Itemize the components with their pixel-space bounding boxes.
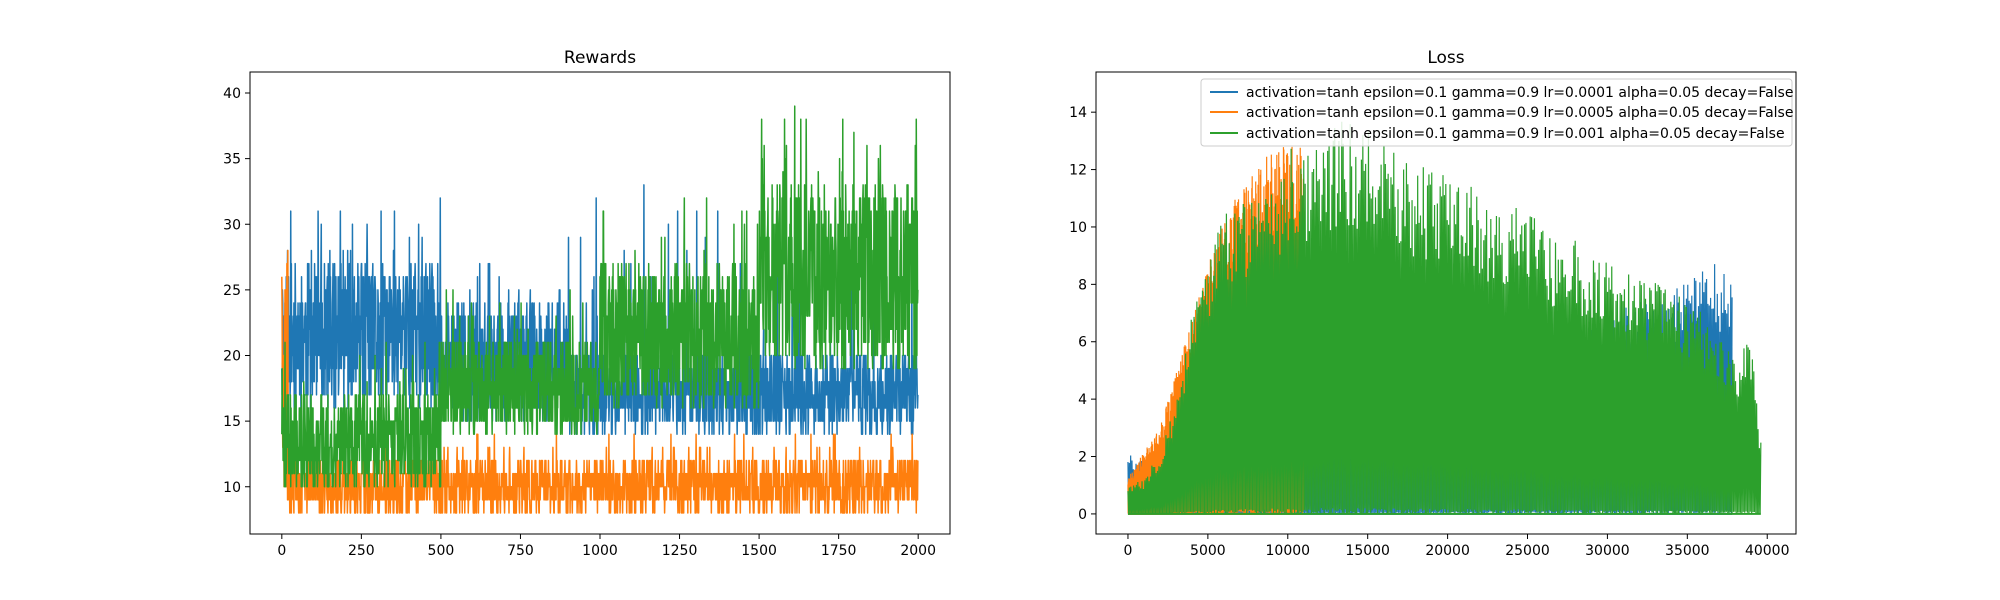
loss-y-tick-label: 0 bbox=[1078, 507, 1087, 523]
rewards-x-tick-label: 1750 bbox=[821, 543, 857, 559]
loss-ticks: 0 5000 10000 15000 20000 25000 30000 35000 40000… bbox=[1069, 105, 1789, 559]
loss-x-tick-label: 10000 bbox=[1266, 543, 1311, 559]
loss-x-tick-label: 40000 bbox=[1745, 543, 1790, 559]
rewards-chart-title: Rewards bbox=[564, 48, 636, 68]
loss-series-line-2 bbox=[1127, 121, 1762, 514]
loss-x-tick-label: 35000 bbox=[1665, 543, 1710, 559]
loss-x-tick-label: 30000 bbox=[1585, 543, 1630, 559]
loss-x-tick-label: 0 bbox=[1124, 543, 1133, 559]
rewards-x-tick-label: 1500 bbox=[741, 543, 777, 559]
loss-y-tick-label: 12 bbox=[1069, 163, 1087, 179]
legend-label-lr-0005: activation=tanh epsilon=0.1 gamma=0.9 lr… bbox=[1246, 105, 1793, 121]
loss-x-tick-label: 25000 bbox=[1505, 543, 1550, 559]
loss-x-tick-label: 15000 bbox=[1345, 543, 1390, 559]
rewards-x-tick-label: 2000 bbox=[900, 543, 936, 559]
rewards-y-tick-label: 25 bbox=[223, 283, 241, 299]
rewards-y-tick-label: 20 bbox=[223, 349, 241, 365]
loss-y-tick-label: 8 bbox=[1078, 277, 1087, 293]
loss-y-tick-label: 2 bbox=[1078, 450, 1087, 466]
loss-chart: Loss 0 5000 10000 15000 20000 25000 30000 35000… bbox=[1069, 48, 1797, 559]
loss-x-tick-label: 20000 bbox=[1425, 543, 1470, 559]
rewards-chart: Rewards 0 250 500 750 1000 1250 1500 1750 2000 10… bbox=[223, 48, 951, 559]
loss-legend: activation=tanh epsilon=0.1 gamma=0.9 lr… bbox=[1200, 78, 1793, 147]
loss-chart-title: Loss bbox=[1427, 48, 1464, 68]
legend-box bbox=[1200, 78, 1793, 147]
rewards-x-tick-label: 750 bbox=[507, 543, 534, 559]
rewards-series-line-2 bbox=[281, 105, 919, 488]
rewards-ticks: 0 250 500 750 1000 1250 1500 1750 2000 10 15 20 25 30… bbox=[223, 86, 936, 559]
legend-label-lr-0001: activation=tanh epsilon=0.1 gamma=0.9 lr… bbox=[1246, 85, 1793, 101]
rewards-y-tick-label: 30 bbox=[223, 217, 241, 233]
loss-x-tick-label: 5000 bbox=[1190, 543, 1226, 559]
loss-axes-frame bbox=[1095, 71, 1797, 535]
rewards-x-tick-label: 250 bbox=[348, 543, 375, 559]
rewards-y-tick-label: 10 bbox=[223, 480, 241, 496]
loss-y-tick-label: 6 bbox=[1078, 335, 1087, 351]
loss-y-tick-label: 14 bbox=[1069, 105, 1087, 121]
rewards-y-tick-label: 40 bbox=[223, 86, 241, 102]
rewards-x-tick-label: 500 bbox=[428, 543, 455, 559]
rewards-plot-area bbox=[281, 105, 919, 514]
rewards-y-tick-label: 35 bbox=[223, 152, 241, 168]
loss-y-tick-label: 10 bbox=[1069, 220, 1087, 236]
legend-label-lr-001: activation=tanh epsilon=0.1 gamma=0.9 lr… bbox=[1246, 126, 1785, 142]
rewards-x-tick-label: 0 bbox=[277, 543, 286, 559]
loss-y-tick-label: 4 bbox=[1078, 392, 1087, 408]
loss-plot-area bbox=[1127, 121, 1762, 515]
rewards-x-tick-label: 1250 bbox=[662, 543, 698, 559]
rewards-x-tick-label: 1000 bbox=[582, 543, 618, 559]
rewards-y-tick-label: 15 bbox=[223, 414, 241, 430]
